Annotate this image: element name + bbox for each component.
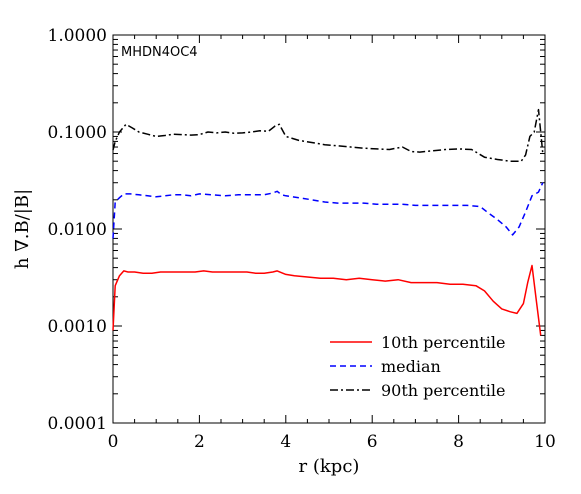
- legend-label: 10th percentile: [381, 333, 505, 352]
- x-tick-label: 4: [280, 432, 291, 452]
- y-tick-label: 0.1000: [48, 123, 107, 143]
- legend-label: 90th percentile: [381, 381, 505, 400]
- y-axis-label: h ∇.B/|B|: [12, 189, 33, 269]
- y-tick-label: 1.0000: [48, 26, 107, 46]
- x-tick-label: 0: [108, 432, 119, 452]
- plot-frame: [112, 34, 546, 424]
- y-tick-label: 0.0001: [48, 414, 107, 434]
- x-tick-label: 8: [453, 432, 464, 452]
- x-tick-label: 6: [367, 432, 378, 452]
- legend-label: median: [381, 357, 441, 376]
- series-line-2: [112, 182, 544, 239]
- series-lines: [112, 108, 544, 336]
- model-label: MHDN4OC4: [121, 45, 198, 60]
- x-axis-label: r (kpc): [299, 456, 360, 477]
- x-tick-label: 2: [194, 432, 205, 452]
- x-tick-label: 10: [534, 432, 556, 452]
- y-tick-label: 0.0100: [48, 220, 107, 240]
- series-line-3: [112, 108, 544, 162]
- series-line-1: [112, 264, 542, 336]
- x-axis-ticks: 0 2 4 6 8 10: [108, 35, 556, 452]
- y-tick-label: 0.0010: [48, 317, 107, 337]
- y-axis-ticks: 0.0001 0.0010 0.0100 0.1000 1.0000: [48, 26, 545, 434]
- legend: 10th percentile median 90th percentile: [330, 333, 505, 400]
